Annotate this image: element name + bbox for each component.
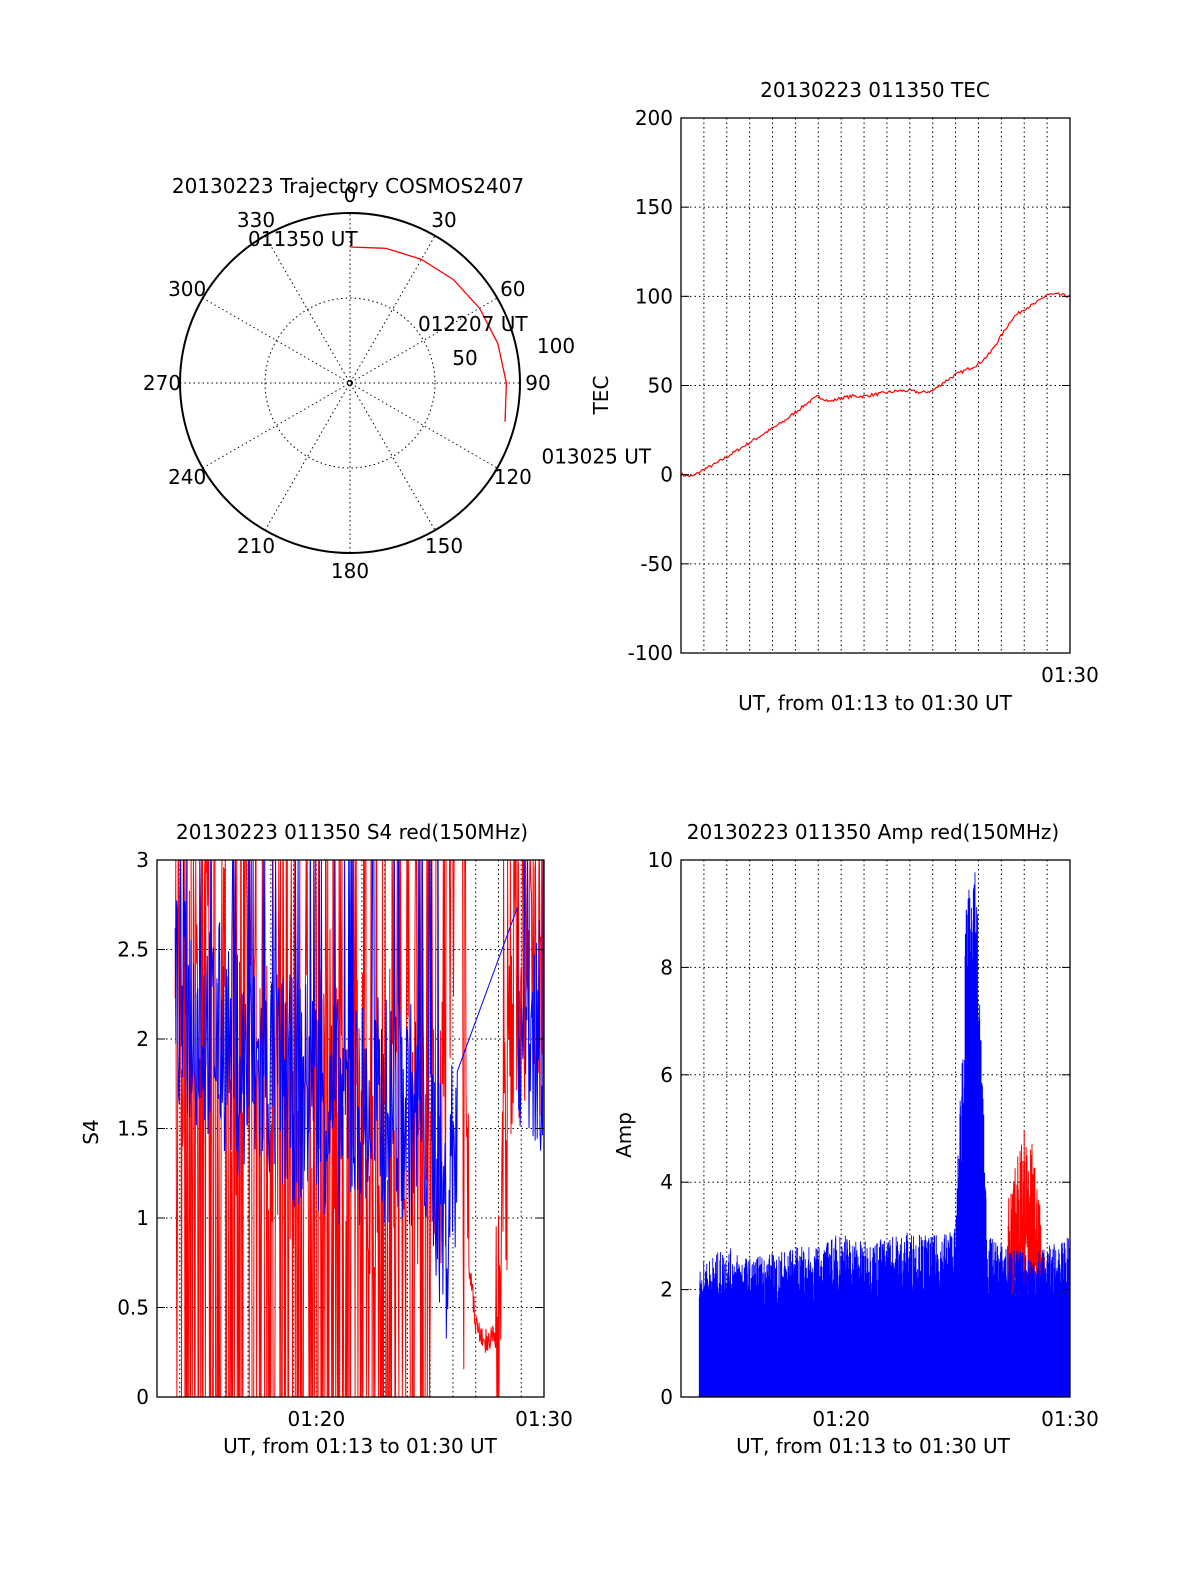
s4-title: 20130223 011350 S4 red(150MHz) bbox=[176, 820, 528, 844]
polar-ring-label: 100 bbox=[537, 334, 575, 358]
polar-annotation: 012207 UT bbox=[418, 312, 528, 336]
y-tick-label: 3 bbox=[136, 848, 149, 872]
s4-ylabel: S4 bbox=[79, 1119, 103, 1144]
polar-angle-label: 180 bbox=[331, 559, 369, 583]
y-tick-label: 1 bbox=[136, 1206, 149, 1230]
tec-ylabel: TEC bbox=[589, 376, 613, 416]
polar-grid bbox=[180, 213, 520, 553]
y-tick-label: -50 bbox=[640, 552, 673, 576]
y-tick-label: 10 bbox=[648, 848, 673, 872]
tec-xlabel: UT, from 01:13 to 01:30 UT bbox=[738, 691, 1013, 715]
tec-x-ticks: 01:30 bbox=[1041, 663, 1099, 687]
x-tick-label: 01:20 bbox=[812, 1407, 870, 1431]
polar-angle-labels: 0 30 60 90 120 150 180 210 240 270 300 330 bbox=[143, 183, 551, 583]
y-tick-label: 2.5 bbox=[117, 938, 149, 962]
y-tick-label: 2 bbox=[136, 1027, 149, 1051]
y-tick-label: 0 bbox=[660, 1385, 673, 1409]
tec-grid bbox=[681, 118, 1070, 653]
x-tick-label: 01:30 bbox=[1041, 663, 1099, 687]
tec-line bbox=[681, 292, 1070, 478]
amp-series bbox=[698, 872, 1070, 1397]
polar-angle-label: 30 bbox=[431, 208, 456, 232]
y-tick-label: 1.5 bbox=[117, 1117, 149, 1141]
polar-annotations: 011350 UT 012207 UT 013025 UT bbox=[248, 227, 652, 469]
tec-y-ticks: -100 -50 0 50 100 150 200 bbox=[628, 106, 1070, 665]
x-tick-label: 01:30 bbox=[1041, 1407, 1099, 1431]
polar-angle-label: 120 bbox=[494, 465, 532, 489]
x-tick-label: 01:30 bbox=[515, 1407, 573, 1431]
amp-title: 20130223 011350 Amp red(150MHz) bbox=[687, 820, 1059, 844]
y-tick-label: 2 bbox=[660, 1278, 673, 1302]
polar-angle-label: 270 bbox=[143, 371, 181, 395]
tec-title: 20130223 011350 TEC bbox=[760, 78, 990, 102]
amp-blue-series bbox=[698, 872, 1070, 1397]
polar-title: 20130223 Trajectory COSMOS2407 bbox=[172, 174, 524, 198]
polar-ring-label: 50 bbox=[452, 346, 477, 370]
amp-x-ticks: 01:20 01:30 bbox=[812, 1407, 1098, 1431]
s4-series bbox=[174, 860, 544, 1397]
polar-ring-50 bbox=[264, 297, 436, 469]
y-tick-label: 6 bbox=[660, 1063, 673, 1087]
polar-angle-label: 90 bbox=[525, 371, 550, 395]
polar-angle-label: 240 bbox=[168, 465, 206, 489]
polar-angle-label: 150 bbox=[425, 534, 463, 558]
amp-y-ticks: 0 2 4 6 8 10 bbox=[648, 848, 1070, 1409]
y-tick-label: 8 bbox=[660, 955, 673, 979]
polar-angle-label: 60 bbox=[500, 277, 525, 301]
polar-angle-label: 330 bbox=[237, 208, 275, 232]
s4-x-ticks: 01:20 01:30 bbox=[288, 1407, 573, 1431]
tec-chart: 20130223 011350 TEC -100-50050100150200 … bbox=[589, 78, 1099, 715]
x-tick-label: 01:20 bbox=[288, 1407, 346, 1431]
y-tick-label: 0 bbox=[136, 1385, 149, 1409]
amp-frame bbox=[680, 859, 1071, 1398]
polar-annotation: 013025 UT bbox=[541, 445, 651, 469]
polar-center-marker bbox=[347, 380, 353, 386]
polar-horizon-circle bbox=[179, 212, 521, 554]
y-tick-label: 100 bbox=[635, 284, 673, 308]
polar-trajectory bbox=[349, 246, 508, 422]
polar-annotation: 011350 UT bbox=[248, 227, 358, 251]
y-tick-label: 200 bbox=[635, 106, 673, 130]
y-tick-label: 4 bbox=[660, 1170, 673, 1194]
s4-xlabel: UT, from 01:13 to 01:30 UT bbox=[223, 1434, 498, 1458]
polar-trajectory-line bbox=[349, 246, 508, 422]
polar-angle-label: 210 bbox=[237, 534, 275, 558]
polar-angle-label: 0 bbox=[344, 183, 357, 207]
y-tick-label: -100 bbox=[628, 641, 673, 665]
amp-xlabel: UT, from 01:13 to 01:30 UT bbox=[736, 1434, 1011, 1458]
y-tick-label: 50 bbox=[648, 374, 673, 398]
tec-series bbox=[681, 292, 1070, 478]
polar-angle-label: 300 bbox=[168, 277, 206, 301]
s4-red-line bbox=[174, 860, 544, 1397]
y-tick-label: 0.5 bbox=[117, 1296, 149, 1320]
polar-trajectory-chart: 20130223 Trajectory COSMOS2407 0 30 60 90 12… bbox=[143, 174, 652, 583]
y-tick-label: 0 bbox=[660, 463, 673, 487]
polar-ring-labels: 50 100 bbox=[452, 334, 575, 370]
y-tick-label: 150 bbox=[635, 195, 673, 219]
s4-chart: 20130223 011350 S4 red(150MHz) 0 0.5 1 1.5 2… bbox=[79, 820, 573, 1458]
s4-y-ticks: 0 0.5 1 1.5 2 2.5 3 bbox=[117, 848, 544, 1409]
s4-blue-line bbox=[174, 860, 544, 1339]
amp-chart: 20130223 011350 Amp red(150MHz) 0246810 … bbox=[612, 820, 1099, 1458]
amp-ylabel: Amp bbox=[612, 1112, 636, 1158]
